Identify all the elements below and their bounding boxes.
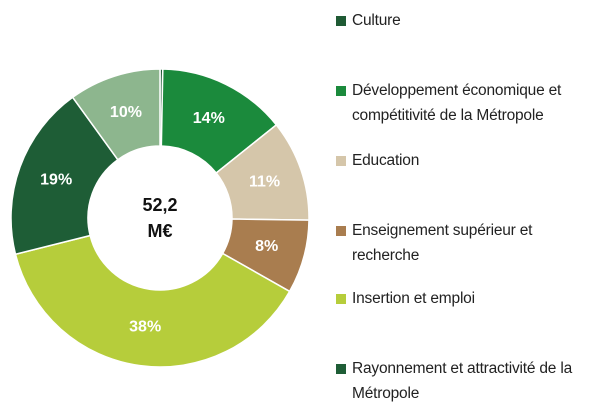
center-label: M€ — [147, 221, 172, 241]
legend-swatch — [336, 364, 346, 374]
value-label: 38% — [129, 319, 161, 336]
legend-label: Développement économique et compétitivit… — [352, 82, 562, 124]
value-label: 11% — [249, 173, 280, 190]
donut-slice — [14, 234, 291, 368]
legend-swatch — [336, 156, 346, 166]
legend-item: Développement économique et compétitivit… — [336, 78, 592, 128]
chart: 14% 11% 8% 38% 19% 10% 52,2 M€ — [10, 68, 310, 368]
value-label: 14% — [193, 110, 225, 127]
legend-swatch — [336, 86, 346, 96]
legend-item: Education — [336, 148, 592, 173]
donut-slice — [71, 68, 161, 161]
legend-swatch — [336, 226, 346, 236]
legend-item: Enseignement supérieur et recherche — [336, 218, 592, 268]
value-label: 10% — [110, 104, 142, 121]
legend-label: Culture — [352, 12, 401, 29]
value-label: 19% — [40, 171, 72, 188]
legend-item: Rayonnement et attractivité de la Métrop… — [336, 356, 592, 406]
legend-item: Culture — [336, 8, 592, 33]
donut-slice — [10, 96, 119, 256]
legend-label: Education — [352, 152, 420, 169]
legend-label: Rayonnement et attractivité de la Métrop… — [352, 360, 572, 402]
legend-swatch — [336, 294, 346, 304]
legend-item: Insertion et emploi — [336, 286, 592, 311]
legend-label: Enseignement supérieur et recherche — [352, 222, 533, 264]
value-label: 8% — [255, 238, 278, 255]
center-label: 52,2 — [142, 195, 177, 215]
legend-label: Insertion et emploi — [352, 290, 475, 307]
legend-swatch — [336, 16, 346, 26]
